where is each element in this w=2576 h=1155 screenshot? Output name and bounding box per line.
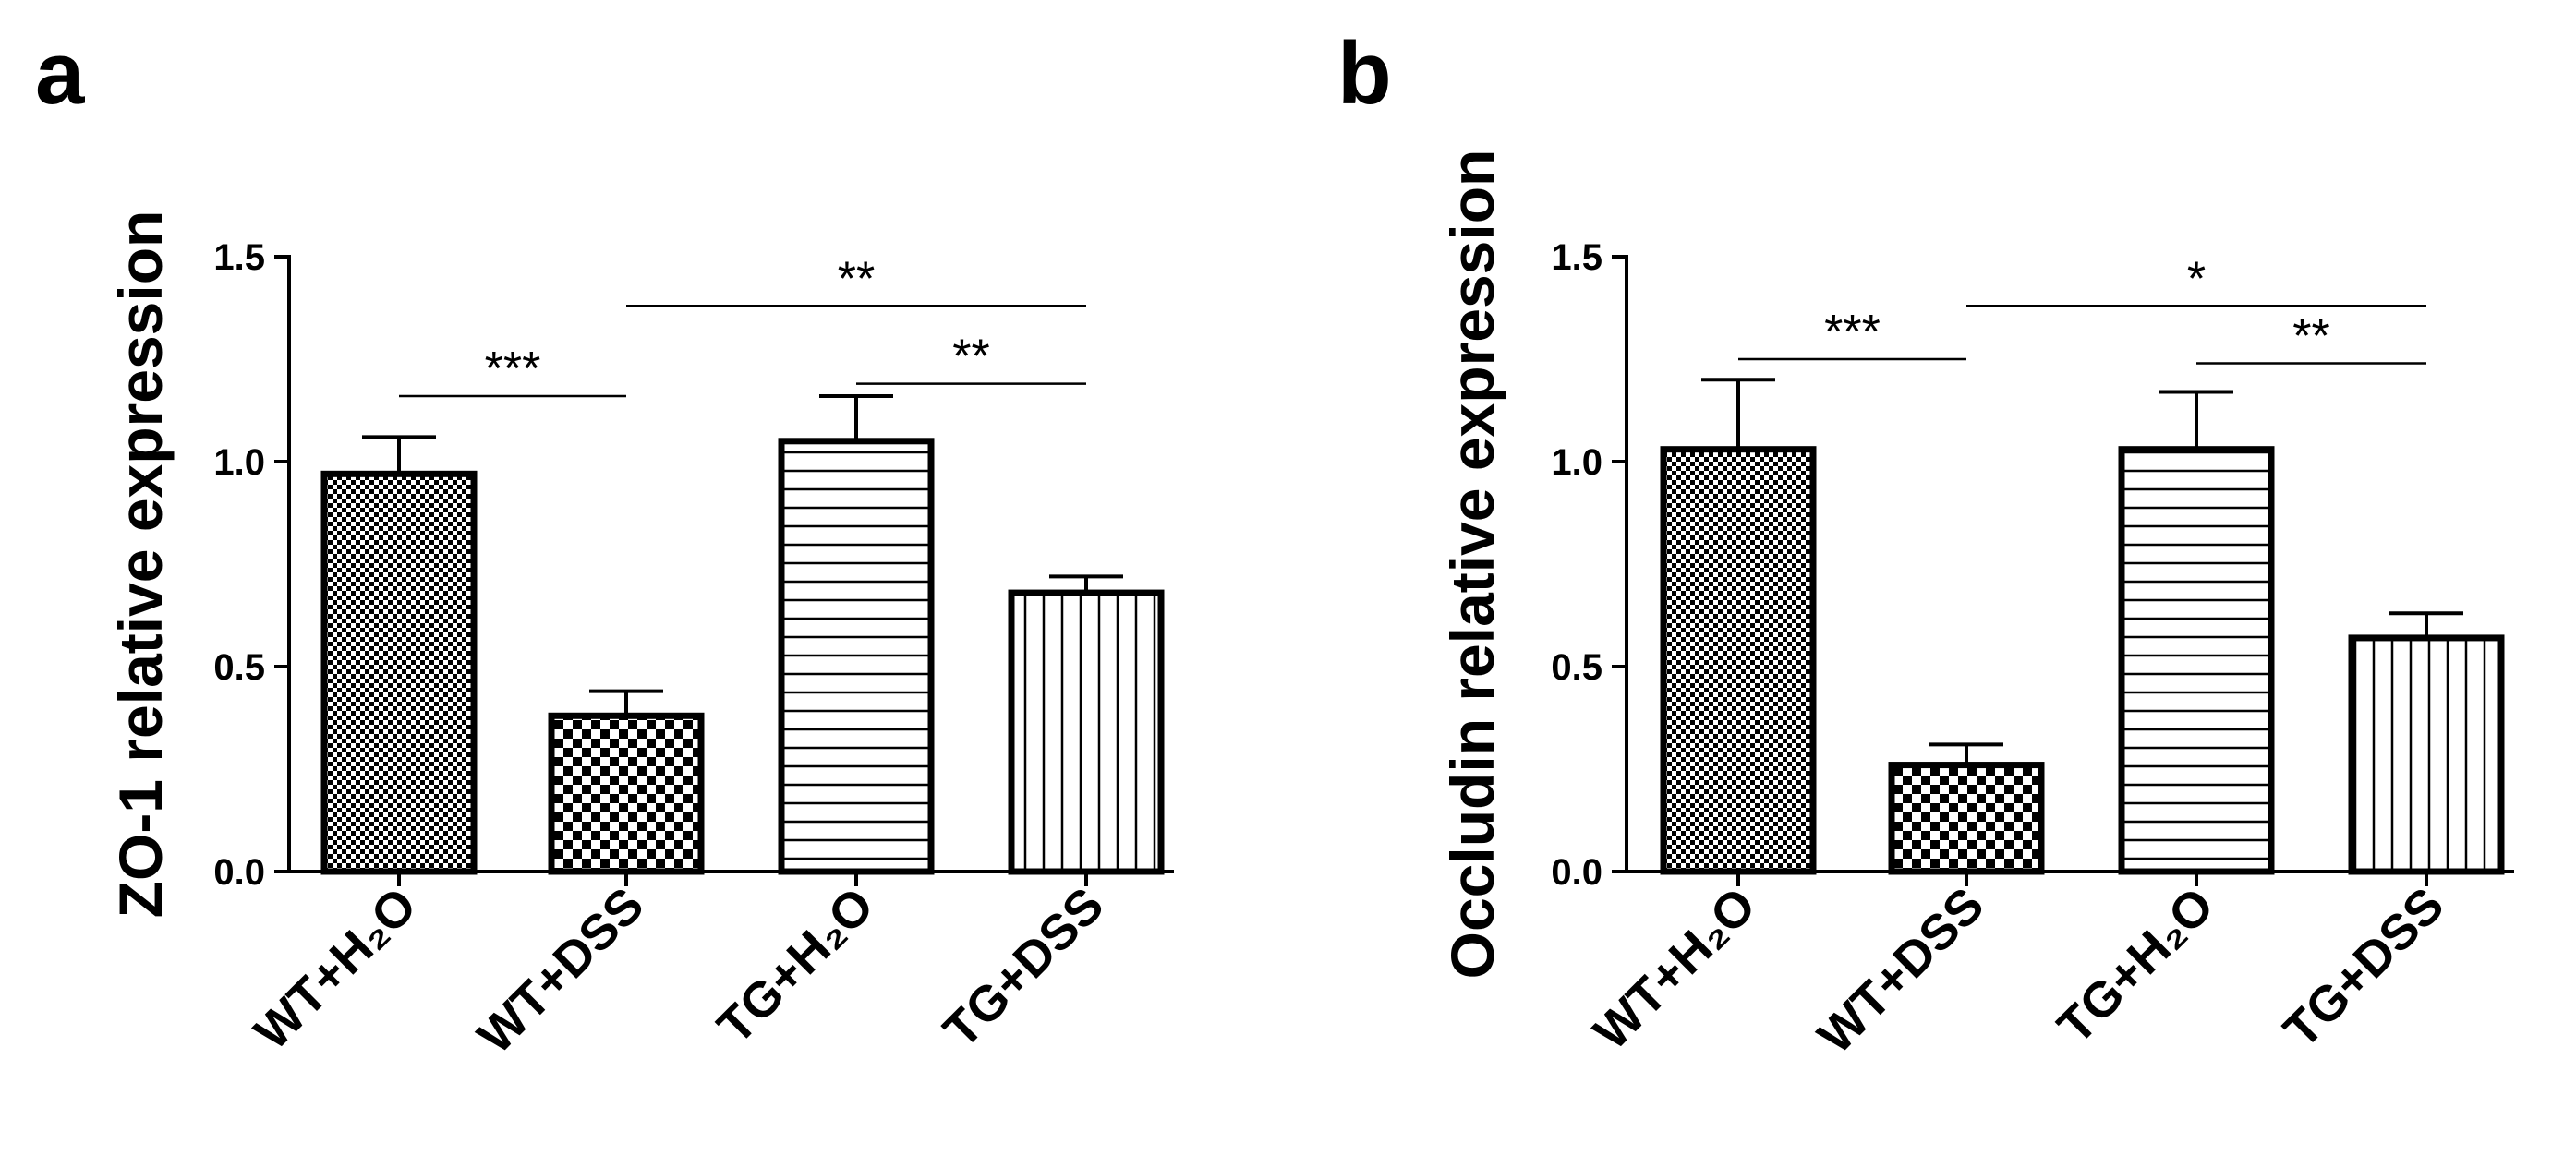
bar-3 xyxy=(778,438,935,875)
category-label: TG+DSS xyxy=(2273,877,2454,1058)
bar-3 xyxy=(2118,446,2275,875)
category-label: TG+H₂O xyxy=(2047,877,2224,1054)
category-label: WT+DSS xyxy=(467,877,655,1065)
significance-label: *** xyxy=(1824,306,1881,359)
y-tick-label: 0.0 xyxy=(1551,852,1602,893)
bar-4 xyxy=(2348,634,2505,875)
y-tick-label: 0.0 xyxy=(213,852,265,893)
significance-label: * xyxy=(2187,252,2206,306)
category-label: TG+DSS xyxy=(933,877,1114,1058)
y-tick-label: 1.5 xyxy=(213,237,265,278)
y-axis-label: ZO-1 relative expression xyxy=(106,211,175,919)
y-tick-label: 1.5 xyxy=(1551,237,1602,278)
bar-1 xyxy=(320,470,478,875)
bar-1 xyxy=(1660,446,1817,875)
bar-4 xyxy=(1008,589,1165,875)
bar-2 xyxy=(1888,762,2045,875)
category-label: WT+H₂O xyxy=(1583,877,1766,1060)
panel-letter: a xyxy=(35,24,85,123)
panel-letter: b xyxy=(1337,24,1392,123)
chart-panel-b: b Occludin relative expression 0.0 0.5 1.0 1.… xyxy=(1337,24,2514,1065)
significance-label: ** xyxy=(838,252,875,306)
category-label: WT+H₂O xyxy=(244,877,427,1060)
y-tick-label: 1.0 xyxy=(1551,442,1602,483)
y-axis-label: Occludin relative expression xyxy=(1438,150,1506,980)
significance-label: *** xyxy=(485,343,541,396)
category-label: TG+H₂O xyxy=(707,877,884,1054)
chart-panel-a: a ZO-1 relative expression 0.0 0.5 1.0 1.5 WT+… xyxy=(35,24,1174,1065)
y-tick-label: 1.0 xyxy=(213,442,265,483)
y-tick-label: 0.5 xyxy=(1551,647,1602,688)
significance-label: ** xyxy=(952,331,989,384)
bar-2 xyxy=(548,712,705,875)
y-tick-label: 0.5 xyxy=(213,647,265,688)
category-label: WT+DSS xyxy=(1808,877,1995,1065)
significance-label: ** xyxy=(2292,309,2329,363)
